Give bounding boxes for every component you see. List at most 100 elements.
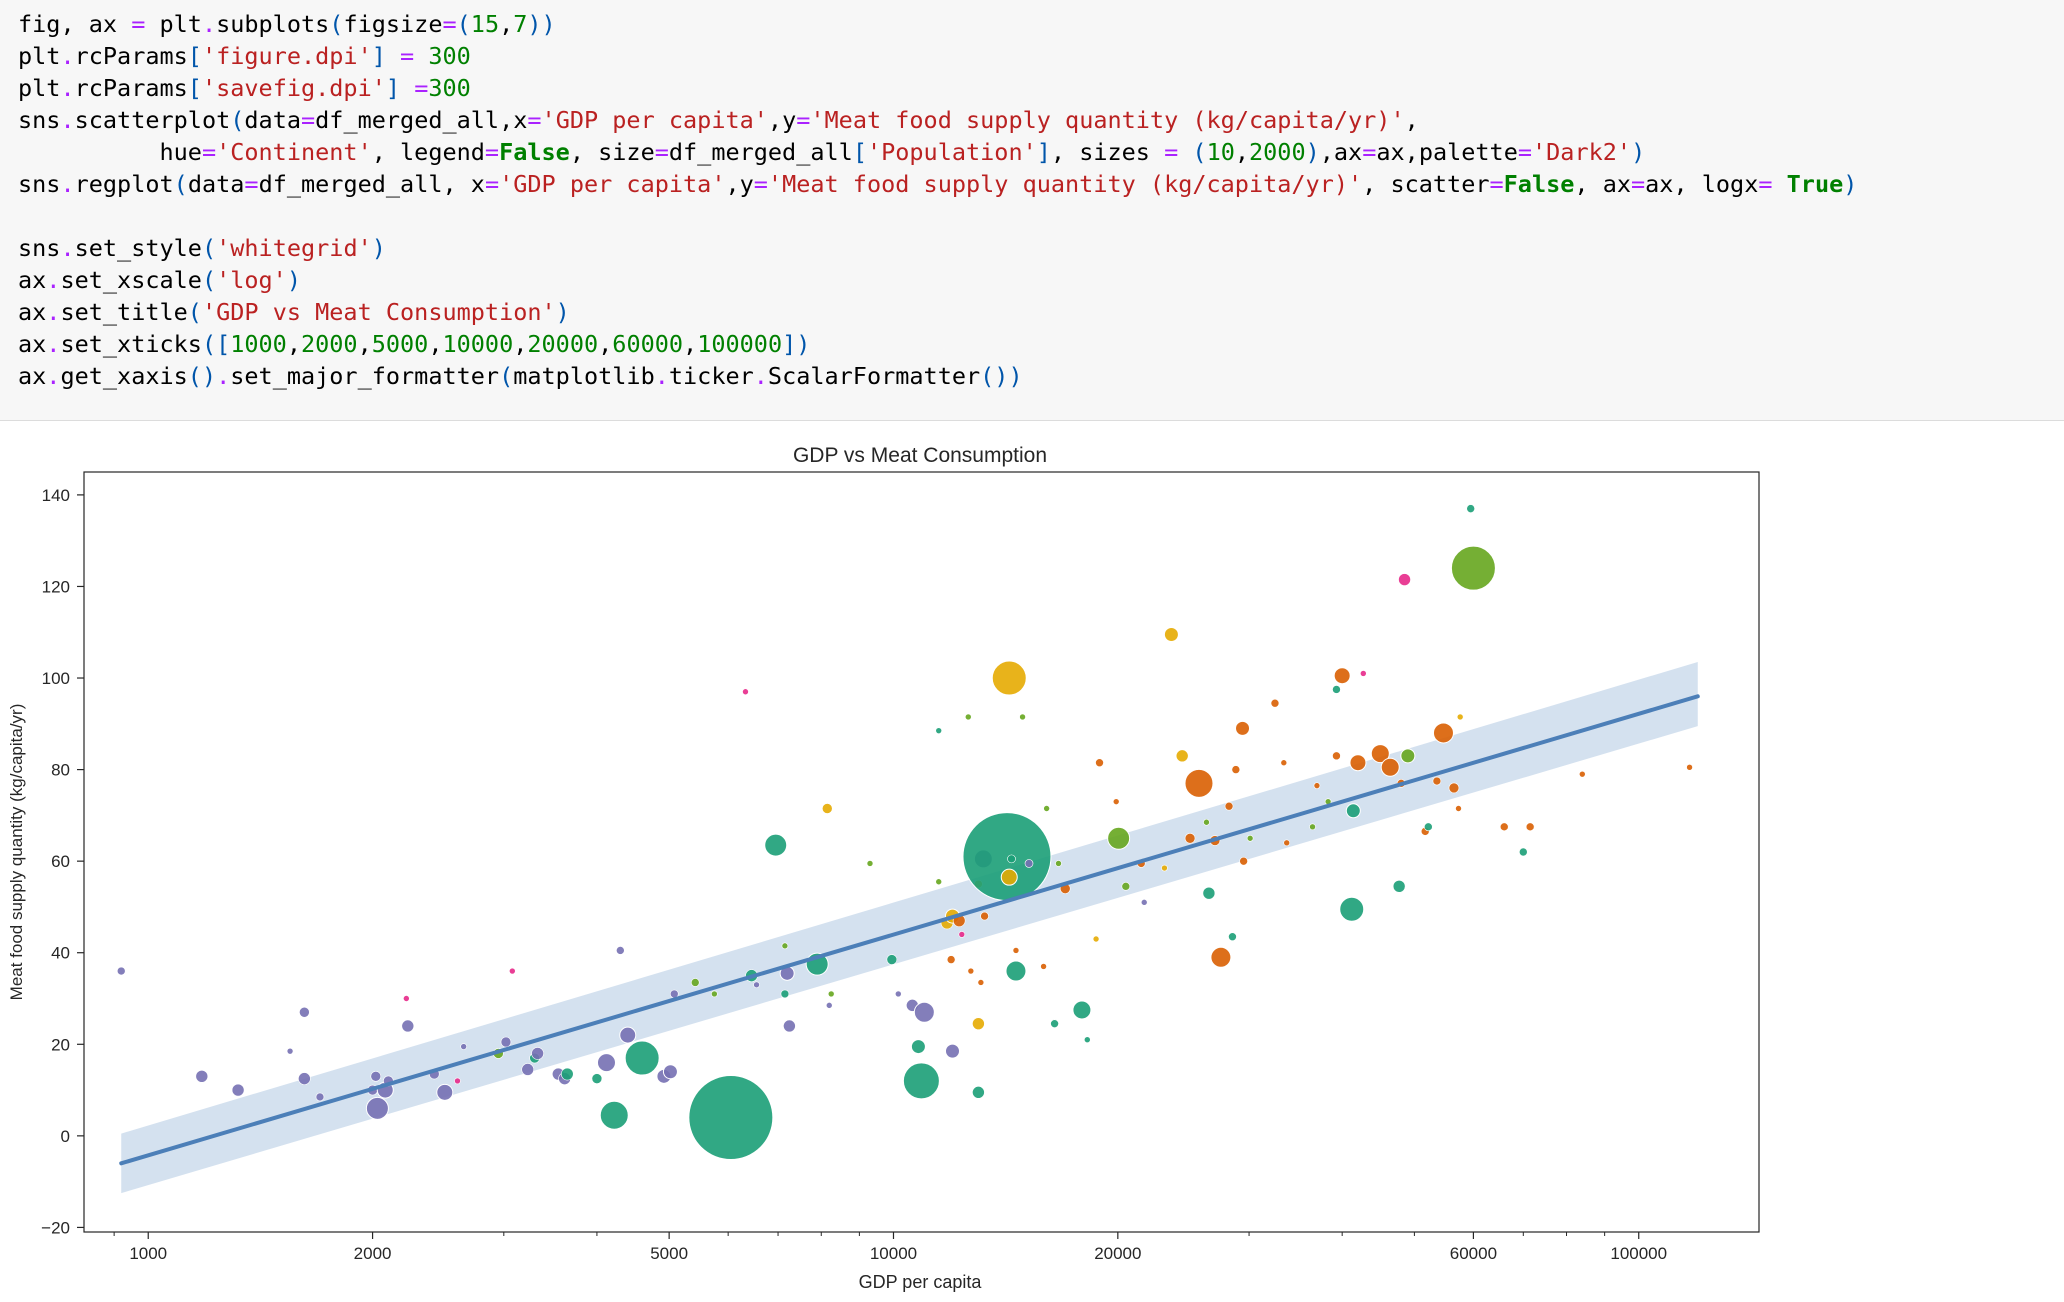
code-line: ax.set_xscale('log') (18, 266, 301, 294)
scatter-point (1092, 935, 1100, 943)
scatter-point (624, 1040, 660, 1076)
scatter-point (1332, 685, 1341, 694)
scatter-point (1140, 899, 1148, 906)
code-token (1773, 170, 1787, 198)
code-token: 10000 (442, 330, 514, 358)
scatter-point (1121, 882, 1131, 891)
code-token: 300 (428, 42, 471, 70)
scatter-point (944, 1043, 960, 1059)
scatter-point (980, 911, 989, 921)
code-token: = (1164, 138, 1179, 166)
scatter-point (946, 955, 956, 964)
scatter-point (1246, 834, 1254, 842)
scatter-point (1161, 864, 1168, 872)
code-token: ( (173, 170, 188, 198)
scatter-point (454, 1077, 461, 1085)
scatter-point (688, 1075, 774, 1161)
scatter-point (1400, 748, 1416, 764)
code-token: sns (18, 170, 61, 198)
code-token: ]) (782, 330, 811, 358)
regression-line (119, 694, 1700, 1166)
code-token: ) (1843, 170, 1858, 198)
code-line: ax.set_xticks([1000,2000,5000,10000,2000… (18, 330, 810, 358)
y-tick-label: 120 (42, 577, 70, 596)
scatter-point (1005, 960, 1027, 982)
code-token: 7 (513, 10, 528, 38)
code-token: = (527, 106, 542, 134)
code-token: ScalarFormatter (767, 362, 981, 390)
scatter-point (662, 1064, 678, 1080)
scatter-point (1112, 798, 1120, 805)
code-token: 'figure.dpi' (201, 42, 372, 70)
y-axis-label: Meat food supply quantity (kg/capita/yr) (7, 704, 26, 1001)
scatter-point (591, 1073, 603, 1084)
code-token: . (201, 10, 217, 38)
cell-output: GDP vs Meat Consumption 1000 2000 5000 1000… (0, 422, 2064, 1302)
code-token: ( (499, 362, 514, 390)
code-cell[interactable]: fig, ax = plt.subplots(figsize=(15,7)) p… (0, 0, 2064, 421)
code-token: ax (18, 266, 47, 294)
scatter-point (1184, 768, 1214, 798)
scatter-point (1040, 963, 1047, 970)
scatter-point (1239, 856, 1248, 866)
scatter-point (1686, 764, 1693, 771)
code-token: ax (18, 330, 47, 358)
code-token: ( (329, 10, 344, 38)
scatter-point (401, 1019, 415, 1033)
scatter-point (1313, 782, 1321, 789)
code-token: = (244, 170, 259, 198)
scatter-point (116, 966, 126, 976)
code-token: df_merged_all (668, 138, 853, 166)
code-token: . (60, 234, 75, 262)
x-tick-label: 60000 (1450, 1244, 1497, 1263)
code-token: 'Population' (866, 138, 1037, 166)
code-token: ()) (980, 362, 1023, 390)
code-token: plt (145, 10, 202, 38)
code-token: True (1786, 170, 1844, 198)
code-token (386, 42, 400, 70)
y-tick-label: 140 (42, 486, 70, 505)
code-token: = (1517, 138, 1533, 166)
x-tick-label: 20000 (1094, 1244, 1141, 1263)
code-token: . (46, 266, 61, 294)
code-token: ( (1192, 138, 1207, 166)
scatter-point (827, 990, 835, 998)
scatter-point (977, 979, 985, 986)
code-token: rcParams (74, 42, 188, 70)
code-token: . (60, 42, 75, 70)
scatter-point (972, 1017, 985, 1030)
scatter-point (1370, 744, 1390, 764)
scatter-point (1228, 932, 1237, 941)
scatter-point (1235, 720, 1251, 736)
code-token: rcParams (74, 74, 188, 102)
code-token: 1000 (230, 330, 287, 358)
code-token: ] (371, 42, 386, 70)
code-token: sns (18, 234, 61, 262)
code-token: plt (18, 74, 61, 102)
code-token: . (46, 330, 61, 358)
x-axis-label: GDP per capita (859, 1272, 983, 1292)
scatter-point (1012, 947, 1020, 954)
code-editor[interactable]: fig, ax = plt.subplots(figsize=(15,7)) p… (18, 8, 1857, 392)
code-token: ( (456, 10, 471, 38)
scatter-point (967, 967, 975, 975)
code-token: set_xticks (60, 330, 202, 358)
code-token: , (357, 330, 372, 358)
y-tick-label: 0 (61, 1127, 70, 1146)
code-token: . (60, 106, 75, 134)
code-line: hue='Continent', legend=False, size=df_m… (18, 138, 1645, 166)
code-token: , (1234, 138, 1250, 166)
code-token: 'savefig.dpi' (201, 74, 386, 102)
code-token: get_xaxis (60, 362, 188, 390)
points-layer (116, 504, 1693, 1161)
scatter-point (1392, 880, 1406, 893)
code-token: , scatter (1362, 170, 1490, 198)
code-token: , (683, 330, 698, 358)
code-token: , sizes (1050, 138, 1165, 166)
code-line: sns.regplot(data=df_merged_all, x='GDP p… (18, 170, 1857, 198)
y-tick-label: 60 (51, 852, 70, 871)
code-token: set_style (74, 234, 202, 262)
scatter-point (972, 1086, 985, 1099)
code-token: = (654, 138, 669, 166)
code-token: ticker (668, 362, 754, 390)
